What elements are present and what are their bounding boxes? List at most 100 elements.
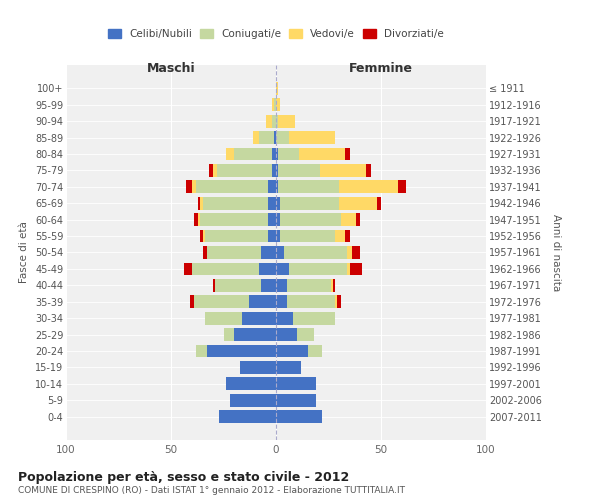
Bar bbox=[272, 164, 276, 177]
Bar bbox=[276, 98, 280, 111]
Bar bbox=[278, 164, 320, 177]
Bar bbox=[242, 312, 276, 324]
Bar bbox=[276, 361, 301, 374]
Bar bbox=[213, 164, 217, 177]
Bar bbox=[262, 246, 276, 259]
Bar bbox=[185, 180, 192, 194]
Bar bbox=[366, 164, 371, 177]
Bar bbox=[347, 246, 352, 259]
Bar bbox=[287, 296, 335, 308]
Bar bbox=[287, 279, 331, 291]
Bar bbox=[253, 132, 259, 144]
Bar bbox=[234, 328, 276, 341]
Legend: Celibi/Nubili, Coniugati/e, Vedovi/e, Divorziati/e: Celibi/Nubili, Coniugati/e, Vedovi/e, Di… bbox=[104, 25, 448, 44]
Bar bbox=[276, 214, 280, 226]
Bar bbox=[209, 164, 213, 177]
Bar bbox=[289, 262, 347, 276]
Bar bbox=[205, 312, 242, 324]
Bar bbox=[341, 214, 356, 226]
Bar bbox=[226, 148, 234, 160]
Bar bbox=[223, 328, 234, 341]
Bar bbox=[276, 378, 316, 390]
Text: Maschi: Maschi bbox=[146, 62, 196, 76]
Bar bbox=[278, 148, 299, 160]
Bar bbox=[347, 262, 350, 276]
Text: Popolazione per età, sesso e stato civile - 2012: Popolazione per età, sesso e stato civil… bbox=[18, 471, 349, 484]
Bar bbox=[278, 115, 295, 128]
Bar bbox=[206, 344, 276, 358]
Bar bbox=[268, 180, 276, 194]
Bar bbox=[331, 279, 333, 291]
Bar bbox=[339, 197, 377, 209]
Bar bbox=[249, 296, 276, 308]
Bar bbox=[337, 296, 341, 308]
Bar bbox=[276, 148, 278, 160]
Bar bbox=[198, 214, 200, 226]
Bar bbox=[276, 132, 289, 144]
Bar bbox=[213, 279, 215, 291]
Bar bbox=[276, 197, 280, 209]
Bar bbox=[259, 262, 276, 276]
Bar bbox=[240, 361, 276, 374]
Bar bbox=[272, 98, 274, 111]
Bar bbox=[215, 279, 262, 291]
Y-axis label: Anni di nascita: Anni di nascita bbox=[551, 214, 561, 291]
Bar bbox=[200, 197, 203, 209]
Bar bbox=[276, 279, 287, 291]
Bar bbox=[278, 180, 339, 194]
Bar bbox=[196, 180, 268, 194]
Bar bbox=[320, 164, 366, 177]
Bar bbox=[335, 230, 346, 242]
Bar bbox=[299, 148, 346, 160]
Bar bbox=[276, 312, 293, 324]
Bar bbox=[276, 180, 278, 194]
Bar bbox=[333, 279, 335, 291]
Bar bbox=[346, 148, 349, 160]
Bar bbox=[184, 262, 192, 276]
Bar bbox=[276, 394, 316, 406]
Bar bbox=[308, 344, 322, 358]
Bar bbox=[352, 246, 360, 259]
Bar bbox=[274, 98, 276, 111]
Bar bbox=[276, 262, 289, 276]
Bar bbox=[262, 279, 276, 291]
Bar bbox=[335, 296, 337, 308]
Bar bbox=[297, 328, 314, 341]
Bar bbox=[196, 344, 206, 358]
Bar bbox=[200, 230, 203, 242]
Bar bbox=[200, 214, 268, 226]
Bar bbox=[280, 214, 341, 226]
Bar bbox=[206, 246, 262, 259]
Bar bbox=[398, 180, 406, 194]
Bar bbox=[272, 115, 276, 128]
Y-axis label: Fasce di età: Fasce di età bbox=[19, 222, 29, 284]
Bar bbox=[268, 214, 276, 226]
Bar bbox=[276, 82, 278, 95]
Bar bbox=[192, 180, 196, 194]
Text: Femmine: Femmine bbox=[349, 62, 413, 76]
Bar bbox=[349, 262, 362, 276]
Bar bbox=[280, 197, 339, 209]
Bar bbox=[220, 410, 276, 423]
Bar bbox=[276, 115, 278, 128]
Bar bbox=[194, 296, 249, 308]
Bar bbox=[234, 148, 272, 160]
Bar bbox=[276, 344, 308, 358]
Bar bbox=[339, 180, 398, 194]
Bar bbox=[192, 262, 259, 276]
Bar bbox=[217, 164, 272, 177]
Bar bbox=[265, 115, 272, 128]
Bar bbox=[356, 214, 360, 226]
Bar bbox=[268, 230, 276, 242]
Bar bbox=[276, 328, 297, 341]
Bar bbox=[276, 230, 280, 242]
Bar bbox=[203, 246, 206, 259]
Bar bbox=[230, 394, 276, 406]
Bar bbox=[190, 296, 194, 308]
Bar bbox=[280, 230, 335, 242]
Bar bbox=[259, 132, 274, 144]
Bar bbox=[284, 246, 347, 259]
Bar bbox=[272, 148, 276, 160]
Bar bbox=[205, 230, 268, 242]
Bar bbox=[276, 296, 287, 308]
